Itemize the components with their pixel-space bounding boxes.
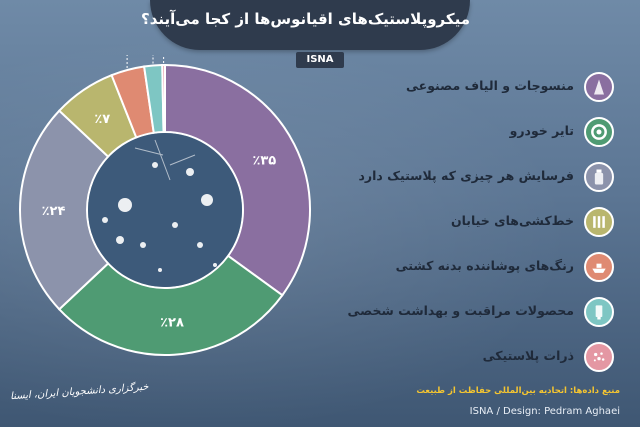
legend-label: فرسایش هر چیزی که پلاستیک دارد	[358, 168, 575, 183]
legend-item: خط‌کشی‌های خیابان	[275, 207, 620, 237]
source-text: منبع داده‌ها: اتحادیه بین‌المللی حفاظت ا…	[416, 386, 620, 396]
particle-7	[172, 222, 178, 228]
legend-label: منسوجات و الیاف مصنوعی	[406, 78, 574, 93]
legend-label: ذرات پلاستیکی	[482, 348, 574, 363]
slice-label-4: ٪۷	[94, 112, 110, 127]
chart-title: میکروپلاستیک‌های اقیانوس‌ها از کجا می‌آی…	[141, 10, 470, 28]
slice-label-1: ٪۳۵	[252, 153, 276, 168]
slice-3	[19, 109, 110, 311]
legend-label: تایر خودرو	[509, 123, 574, 138]
particle-2	[152, 162, 158, 168]
particle-8	[158, 268, 162, 272]
donut-chart: ٪۳۵٪۲۸٪۲۴٪۷٪۳/۷٪۲٪۰/۳	[19, 55, 311, 356]
particle-1	[118, 198, 132, 212]
particle-4	[201, 194, 213, 206]
legend-item: ذرات پلاستیکی	[275, 342, 620, 372]
slice-label-2: ٪۲۸	[160, 315, 184, 330]
particle-9	[197, 242, 203, 248]
ship-icon	[584, 252, 614, 282]
legend-item: تایر خودرو	[275, 117, 620, 147]
plastic-particle-icon	[584, 342, 614, 372]
credit-text: ISNA / Design: Pedram Aghaei	[469, 406, 620, 417]
legend-label: خط‌کشی‌های خیابان	[450, 213, 574, 228]
legend-item: محصولات مراقبت و بهداشت شخصی	[275, 297, 620, 327]
slice-2	[57, 254, 284, 356]
slice-label-3: ٪۲۴	[42, 204, 66, 219]
legend-item: منسوجات و الیاف مصنوعی	[275, 72, 620, 102]
leader-line-5	[126, 55, 128, 68]
particle-3	[186, 168, 194, 176]
slice-1	[164, 63, 311, 297]
legend-label: محصولات مراقبت و بهداشت شخصی	[347, 303, 574, 318]
coral-decoration	[134, 139, 196, 181]
slice-7	[161, 63, 166, 134]
title-banner: میکروپلاستیک‌های اقیانوس‌ها از کجا می‌آی…	[141, 0, 470, 50]
bottle-icon	[584, 162, 614, 192]
isna-badge: ISNA	[296, 52, 344, 68]
tire-icon	[584, 117, 614, 147]
particle-11	[213, 263, 217, 267]
particle-5	[116, 236, 124, 244]
particle-6	[140, 242, 146, 248]
legend-item: رنگ‌های پوشاننده بدنه کشتی	[275, 252, 620, 282]
textile-icon	[584, 72, 614, 102]
legend-item: فرسایش هر چیزی که پلاستیک دارد	[275, 162, 620, 192]
legend-label: رنگ‌های پوشاننده بدنه کشتی	[395, 258, 574, 273]
donut-hole	[88, 133, 242, 287]
particle-10	[102, 217, 108, 223]
road-marking-icon	[584, 207, 614, 237]
cosmetic-tube-icon	[584, 297, 614, 327]
